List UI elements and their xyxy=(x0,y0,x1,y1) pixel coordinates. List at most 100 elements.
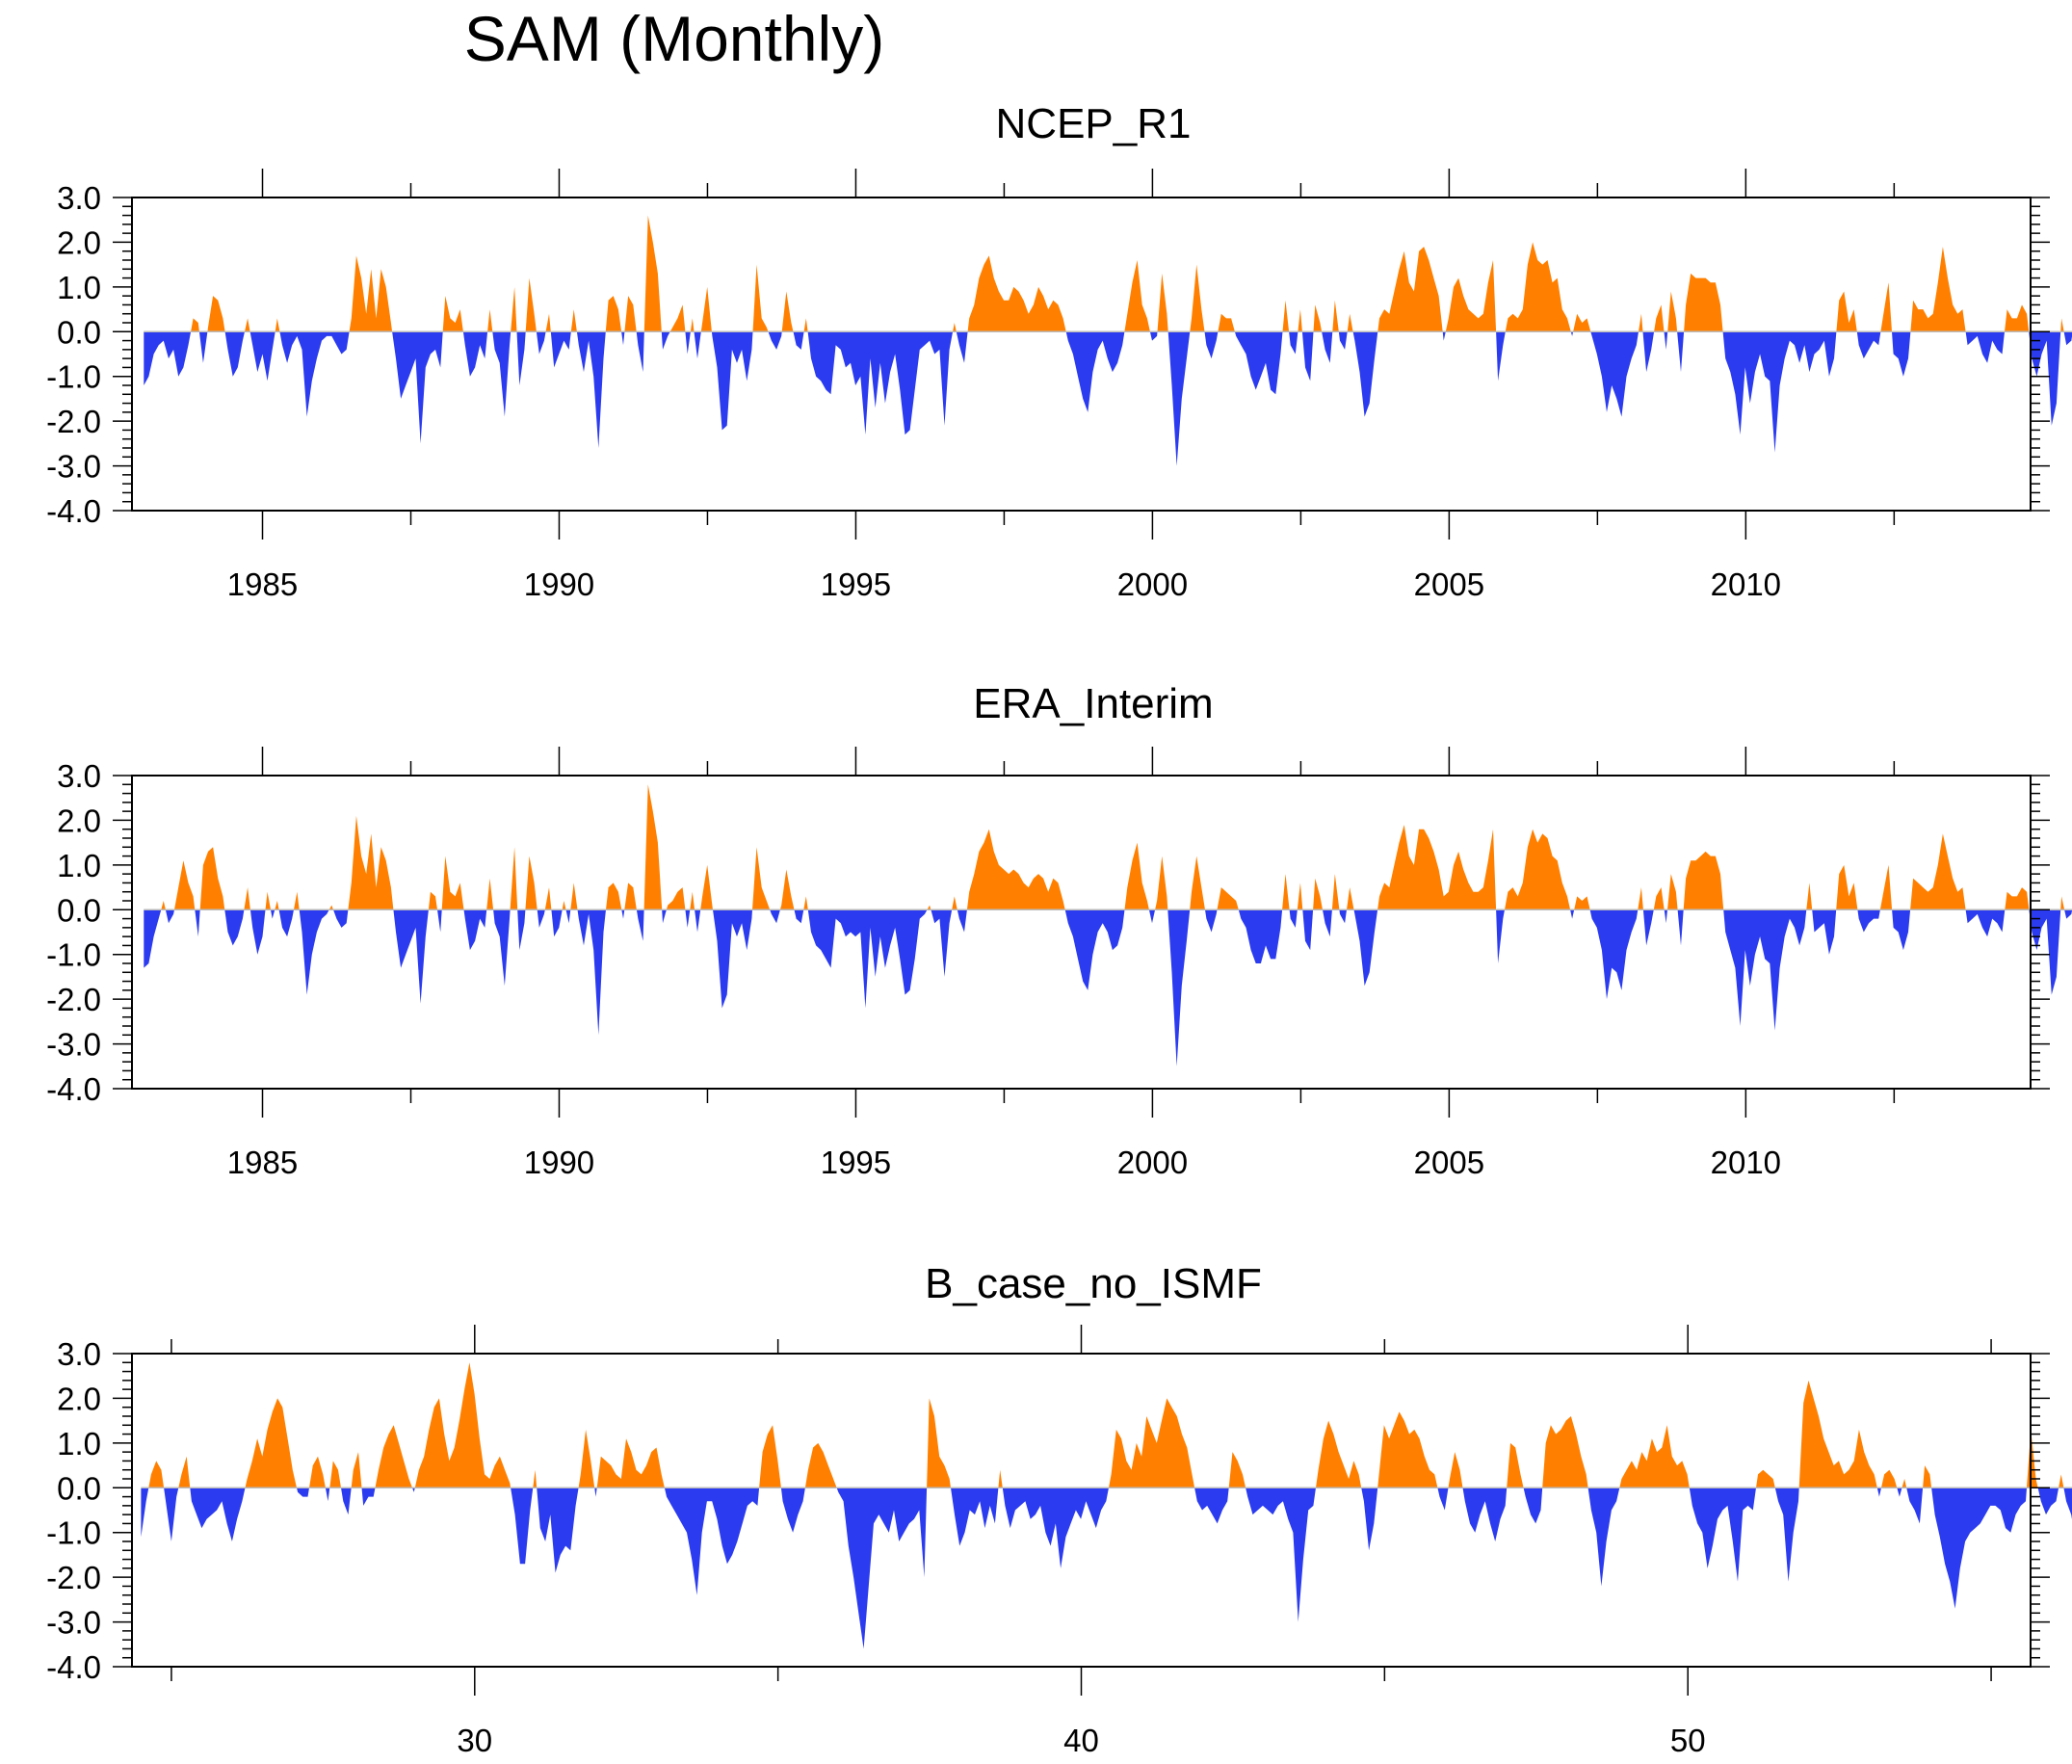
negative-area-36 xyxy=(1361,1488,1378,1551)
y-tick-label: 1.0 xyxy=(57,848,101,883)
negative-area-80 xyxy=(1570,909,1575,919)
negative-area-42 xyxy=(1523,1488,1543,1524)
positive-area-53 xyxy=(1282,300,1290,332)
y-tick-label: 0.0 xyxy=(57,1470,101,1506)
negative-area-50 xyxy=(1204,331,1219,359)
positive-area-65 xyxy=(1445,260,1497,332)
negative-area-30 xyxy=(685,331,691,355)
positive-area-35 xyxy=(1316,1420,1362,1488)
x-tick-label: 1985 xyxy=(227,566,298,602)
negative-area-34 xyxy=(711,331,753,431)
positive-area-57 xyxy=(1313,304,1323,332)
positive-area-41 xyxy=(666,887,686,910)
negative-area-54 xyxy=(1906,1488,1924,1524)
y-tick-label: 3.0 xyxy=(57,180,101,216)
negative-area-66 xyxy=(1238,909,1283,963)
positive-area-89 xyxy=(1683,851,1724,910)
positive-area-3 xyxy=(207,296,225,332)
positive-area-83 xyxy=(1638,887,1643,910)
negative-area-8 xyxy=(325,1488,330,1502)
negative-area-94 xyxy=(1857,909,1880,933)
positive-area-55 xyxy=(1298,309,1302,332)
x-tick-label: 1990 xyxy=(524,1145,594,1180)
positive-area-11 xyxy=(351,1452,362,1488)
positive-area-7 xyxy=(309,1456,326,1488)
positive-area-49 xyxy=(1798,1380,1877,1488)
positive-area-47 xyxy=(752,847,771,910)
negative-area-36 xyxy=(621,909,625,919)
negative-area-4 xyxy=(190,1488,246,1541)
positive-area-29 xyxy=(998,1469,1003,1488)
positive-area-55 xyxy=(1923,1465,1932,1488)
x-tick-label: 2005 xyxy=(1414,566,1484,602)
positive-area-29 xyxy=(669,304,686,332)
positive-area-13 xyxy=(487,309,493,332)
negative-area-48 xyxy=(1774,1488,1799,1582)
negative-area-10 xyxy=(392,331,443,444)
positive-area-37 xyxy=(1377,1411,1438,1488)
negative-area-8 xyxy=(279,331,350,417)
negative-area-12 xyxy=(278,909,294,937)
x-tick-label: 2000 xyxy=(1117,566,1188,602)
y-tick-label: -1.0 xyxy=(46,1515,101,1551)
positive-area-93 xyxy=(1836,864,1858,910)
positive-area-61 xyxy=(1347,313,1353,332)
negative-area-60 xyxy=(1338,331,1348,350)
negative-area-26 xyxy=(517,909,526,951)
positive-area-17 xyxy=(533,1469,538,1488)
negative-area-18 xyxy=(537,1488,579,1573)
positive-area-43 xyxy=(1542,1416,1588,1488)
positive-area-33 xyxy=(1228,1452,1246,1488)
negative-area-22 xyxy=(664,1488,760,1595)
positive-area-39 xyxy=(803,318,808,332)
positive-area-13 xyxy=(294,891,300,910)
negative-area-0 xyxy=(144,909,162,968)
y-tick-label: -4.0 xyxy=(46,493,101,529)
negative-area-14 xyxy=(412,1488,415,1492)
negative-area-68 xyxy=(1289,909,1298,928)
negative-area-16 xyxy=(516,331,526,385)
x-tick-label: 2010 xyxy=(1711,1145,1781,1180)
y-tick-label: 2.0 xyxy=(57,803,101,838)
negative-area-76 xyxy=(1353,909,1378,987)
negative-area-96 xyxy=(1892,909,1911,951)
positive-area-31 xyxy=(562,901,566,910)
negative-area-60 xyxy=(2063,1488,2072,1520)
positive-area-43 xyxy=(690,891,695,910)
negative-area-26 xyxy=(636,331,644,373)
positive-area-7 xyxy=(244,887,250,910)
positive-area-45 xyxy=(1619,1425,1690,1488)
positive-area-77 xyxy=(1684,273,1723,332)
y-tick-label: 2.0 xyxy=(57,1381,101,1416)
positive-area-75 xyxy=(1667,291,1678,332)
positive-area-9 xyxy=(329,1461,341,1488)
positive-area-9 xyxy=(349,255,393,332)
positive-area-51 xyxy=(1881,1469,1898,1488)
positive-area-73 xyxy=(1331,874,1340,910)
negative-area-58 xyxy=(1322,331,1333,363)
y-tick-label: -4.0 xyxy=(46,1071,101,1107)
negative-area-38 xyxy=(1437,1488,1449,1511)
y-tick-label: -3.0 xyxy=(46,449,101,485)
y-tick-label: 3.0 xyxy=(57,1336,101,1372)
negative-area-12 xyxy=(462,331,488,377)
panel-3-title: B_case_no_ISMF xyxy=(925,1260,1262,1307)
negative-area-46 xyxy=(713,909,752,1009)
negative-area-56 xyxy=(1301,331,1314,382)
negative-area-32 xyxy=(565,909,571,924)
negative-area-68 xyxy=(1570,331,1574,336)
positive-area-27 xyxy=(927,1398,951,1488)
negative-area-62 xyxy=(1167,909,1191,1066)
positive-area-31 xyxy=(690,318,695,332)
positive-area-23 xyxy=(486,878,494,910)
negative-area-22 xyxy=(463,909,487,951)
positive-area-45 xyxy=(1124,260,1150,332)
x-tick-label: 30 xyxy=(457,1723,492,1758)
negative-area-28 xyxy=(951,1488,999,1546)
positive-area-55 xyxy=(952,896,957,910)
panel-b-case-no-ismf: 3.0 2.0 1.0 0.0 -1.0 -2.0 -3.0 -4.0 30 40 50 xyxy=(46,1325,2072,1758)
positive-area-53 xyxy=(1902,1479,1907,1488)
negative-area-98 xyxy=(1965,909,2006,937)
negative-area-86 xyxy=(1664,909,1667,924)
positive-area-59 xyxy=(2059,1474,2064,1488)
